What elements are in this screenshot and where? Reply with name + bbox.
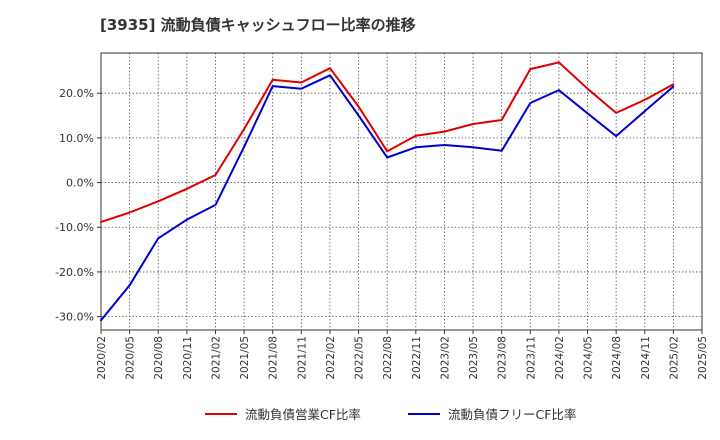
- grid-lines: [101, 53, 702, 330]
- x-tick-label: 2021/11: [296, 336, 308, 380]
- legend-label-2: 流動負債フリーCF比率: [448, 407, 576, 422]
- plot-frame: [100, 52, 703, 331]
- y-tick-label: -30.0%: [55, 311, 94, 324]
- legend-label-1: 流動負債営業CF比率: [245, 407, 361, 422]
- x-tick-label: 2023/02: [439, 336, 451, 380]
- plot-area: [101, 53, 702, 330]
- x-tick-label: 2023/11: [525, 336, 537, 380]
- x-tick-label: 2024/11: [640, 336, 652, 380]
- x-tick-label: 2021/02: [210, 336, 222, 380]
- legend: 流動負債営業CF比率 流動負債フリーCF比率: [205, 407, 576, 422]
- x-tick-label: 2022/05: [354, 336, 366, 380]
- y-axis-ticks: -30.0% -20.0% -10.0% 0.0% 10.0% 20.0%: [55, 87, 101, 324]
- x-tick-label: 2022/11: [411, 336, 423, 380]
- x-tick-label: 2020/05: [125, 336, 137, 380]
- y-tick-label: -20.0%: [55, 266, 94, 279]
- x-tick-label: 2023/08: [497, 336, 509, 380]
- x-tick-label: 2024/02: [554, 336, 566, 380]
- x-tick-label: 2023/05: [468, 336, 480, 380]
- x-tick-label: 2022/08: [382, 336, 394, 380]
- x-tick-label: 2021/05: [239, 336, 251, 380]
- x-tick-label: 2020/11: [182, 336, 194, 380]
- x-axis-ticks: 2020/02 2020/05 2020/08 2020/11 2021/02 2021/…: [96, 330, 709, 380]
- x-tick-label: 2024/05: [583, 336, 595, 380]
- y-tick-label: -10.0%: [55, 221, 94, 234]
- y-tick-label: 0.0%: [66, 177, 94, 190]
- x-tick-label: 2021/08: [268, 336, 280, 380]
- x-tick-label: 2024/08: [611, 336, 623, 380]
- chart-title: [3935] 流動負債キャッシュフロー比率の推移: [100, 16, 416, 34]
- x-tick-label: 2020/02: [96, 336, 108, 380]
- y-tick-label: 20.0%: [59, 87, 94, 100]
- x-tick-label: 2025/05: [697, 336, 709, 380]
- y-tick-label: 10.0%: [59, 132, 94, 145]
- x-tick-label: 2022/02: [325, 336, 337, 380]
- x-tick-label: 2020/08: [153, 336, 165, 380]
- series-lines: [100, 61, 675, 322]
- x-tick-label: 2025/02: [668, 336, 680, 380]
